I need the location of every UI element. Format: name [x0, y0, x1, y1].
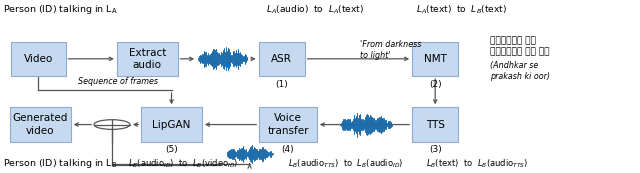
- FancyBboxPatch shape: [11, 42, 66, 76]
- Text: Generated
video: Generated video: [13, 113, 68, 136]
- FancyBboxPatch shape: [116, 42, 177, 76]
- Text: ASR: ASR: [271, 54, 292, 64]
- FancyBboxPatch shape: [259, 42, 305, 76]
- Text: Voice
transfer: Voice transfer: [268, 113, 308, 136]
- FancyBboxPatch shape: [10, 107, 70, 142]
- Text: Person (ID) talking in $\mathregular{L_B}$: Person (ID) talking in $\mathregular{L_B…: [3, 157, 117, 170]
- Text: $L_B$(audio$_{TTS}$)  to  $L_B$(audio$_{ID}$): $L_B$(audio$_{TTS}$) to $L_B$(audio$_{ID…: [288, 157, 403, 170]
- Text: (2): (2): [429, 80, 442, 89]
- Text: NMT: NMT: [424, 54, 447, 64]
- Text: (4): (4): [282, 145, 294, 154]
- Text: (1): (1): [275, 80, 288, 89]
- Text: Video: Video: [24, 54, 53, 64]
- FancyBboxPatch shape: [141, 107, 202, 142]
- Text: LipGAN: LipGAN: [152, 120, 191, 130]
- Text: (5): (5): [165, 145, 178, 154]
- Text: Person (ID) talking in $\mathregular{L_A}$: Person (ID) talking in $\mathregular{L_A…: [3, 3, 117, 16]
- Text: अंधकार से
प्रकाश की ओर: अंधकार से प्रकाश की ओर: [490, 37, 549, 57]
- Text: Extract
audio: Extract audio: [129, 48, 166, 70]
- FancyBboxPatch shape: [259, 107, 317, 142]
- Text: TTS: TTS: [426, 120, 445, 130]
- Text: Sequence of frames: Sequence of frames: [79, 78, 159, 86]
- Text: (Andhkar se
prakash ki oor): (Andhkar se prakash ki oor): [490, 61, 550, 81]
- Text: $L_A$(text)  to  $L_B$(text): $L_A$(text) to $L_B$(text): [416, 3, 507, 16]
- Text: $L_B$(text)  to  $L_B$(audio$_{TTS}$): $L_B$(text) to $L_B$(audio$_{TTS}$): [426, 157, 528, 170]
- Text: 'From darkness
to light': 'From darkness to light': [360, 40, 421, 60]
- Text: (3): (3): [429, 145, 442, 154]
- FancyBboxPatch shape: [412, 42, 458, 76]
- FancyBboxPatch shape: [412, 107, 458, 142]
- Text: $L_B$(audio$_{ID}$)  to  $L_B$(video$_{ID}$): $L_B$(audio$_{ID}$) to $L_B$(video$_{ID}…: [128, 157, 239, 170]
- Text: $L_A$(audio)  to  $L_A$(text): $L_A$(audio) to $L_A$(text): [266, 3, 364, 16]
